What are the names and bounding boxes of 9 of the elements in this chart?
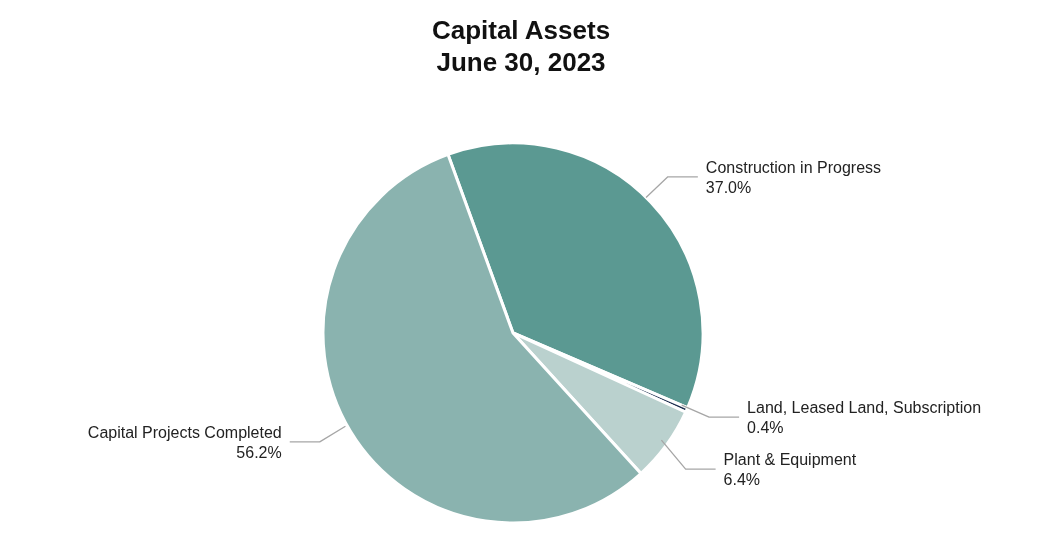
chart-title: Capital Assets June 30, 2023: [430, 14, 612, 78]
data-label: 6.4%: [723, 471, 761, 489]
data-label: 0.4%: [747, 419, 784, 437]
slice-label: Plant & Equipment: [723, 451, 857, 469]
slice-label: Capital Projects Completed: [87, 423, 282, 441]
data-label: 56.2%: [236, 443, 282, 461]
slice-label: Land, Leased Land, Subscription: [747, 399, 982, 417]
data-label: 37.0%: [705, 178, 752, 196]
slice-label: Construction in Progress: [705, 158, 882, 176]
